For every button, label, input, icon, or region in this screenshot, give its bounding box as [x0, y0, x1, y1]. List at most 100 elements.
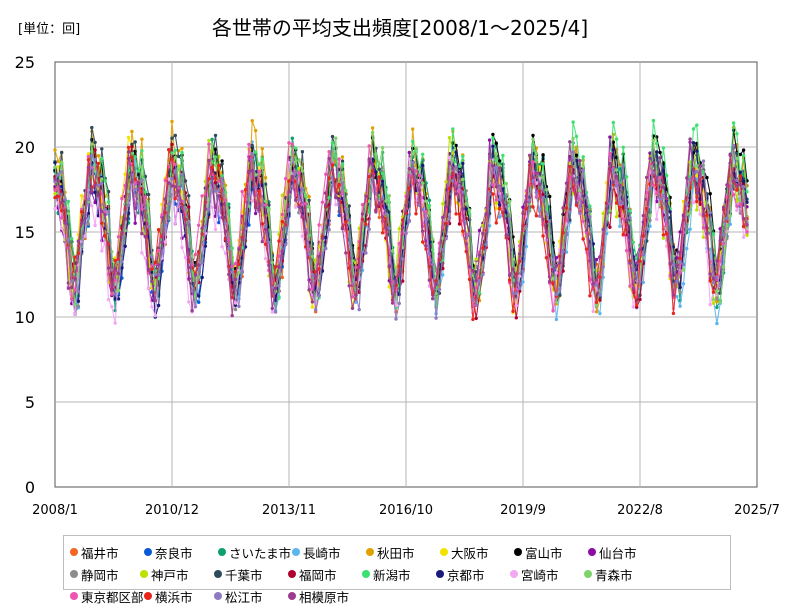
data-point	[598, 311, 602, 316]
data-point	[541, 217, 545, 221]
data-point	[257, 169, 261, 174]
data-point	[177, 154, 181, 159]
data-point	[76, 299, 81, 303]
data-point	[658, 150, 662, 155]
data-point	[497, 159, 502, 163]
data-point	[504, 204, 508, 209]
data-point	[153, 260, 157, 264]
data-point	[90, 189, 94, 193]
data-point	[370, 130, 375, 135]
data-point	[270, 260, 274, 265]
data-point	[294, 160, 298, 164]
data-point	[53, 148, 57, 152]
data-point	[441, 273, 445, 277]
data-point	[150, 267, 154, 271]
data-point	[568, 161, 572, 166]
data-point	[491, 136, 495, 140]
data-point	[277, 284, 281, 288]
data-point	[685, 176, 689, 180]
data-point	[511, 257, 515, 262]
data-point	[695, 149, 699, 153]
data-point	[551, 267, 555, 272]
data-point	[143, 206, 147, 211]
data-point	[113, 258, 117, 263]
data-point	[327, 150, 331, 154]
data-point	[210, 137, 214, 142]
data-point	[588, 259, 592, 263]
data-point	[718, 284, 722, 288]
data-point	[140, 231, 144, 236]
data-point	[618, 201, 622, 206]
data-point	[337, 198, 341, 202]
data-point	[621, 217, 625, 221]
data-point	[695, 191, 699, 195]
legend-marker-icon	[588, 548, 596, 556]
data-point	[487, 224, 492, 228]
data-point	[554, 292, 559, 297]
data-point	[447, 186, 452, 191]
data-point	[113, 256, 117, 260]
data-point	[655, 141, 659, 146]
data-point	[574, 180, 579, 184]
data-point	[741, 235, 746, 239]
data-point	[273, 298, 278, 302]
data-point	[337, 157, 341, 161]
data-point	[126, 145, 131, 150]
data-point	[631, 268, 635, 272]
legend-item: 東京都区部	[70, 585, 144, 607]
data-point	[564, 232, 569, 237]
data-point	[103, 207, 107, 212]
data-point	[491, 132, 495, 137]
data-point	[441, 266, 445, 271]
data-point	[648, 187, 652, 191]
data-point	[541, 234, 545, 238]
data-point	[591, 282, 595, 286]
data-point	[203, 244, 208, 248]
data-point	[611, 168, 615, 172]
data-point	[564, 206, 569, 210]
data-point	[661, 236, 666, 240]
data-point	[340, 162, 345, 166]
data-point	[638, 280, 642, 284]
data-point	[591, 242, 595, 246]
data-point	[481, 272, 485, 277]
data-point	[534, 191, 539, 195]
legend-marker-icon	[214, 592, 222, 600]
data-point	[701, 226, 706, 230]
data-point	[106, 242, 111, 246]
data-point	[561, 230, 565, 235]
data-point	[183, 223, 188, 227]
data-point	[380, 215, 385, 219]
data-point	[414, 146, 418, 150]
data-point	[223, 198, 228, 202]
data-point	[53, 160, 57, 165]
data-point	[708, 192, 712, 196]
data-point	[273, 265, 278, 269]
data-point	[116, 297, 121, 301]
data-point	[635, 274, 639, 278]
legend-item: 秋田市	[366, 541, 440, 563]
data-point	[594, 310, 599, 314]
data-point	[421, 207, 425, 212]
data-point	[588, 294, 592, 298]
data-point	[273, 310, 278, 314]
data-point	[133, 221, 137, 225]
data-point	[130, 156, 134, 160]
data-point	[471, 317, 475, 322]
data-point	[63, 221, 67, 225]
data-point	[334, 202, 338, 207]
data-point	[123, 172, 127, 176]
data-point	[551, 276, 555, 281]
data-point	[110, 292, 114, 296]
data-point	[223, 229, 228, 234]
data-point	[708, 272, 712, 276]
data-point	[551, 241, 555, 245]
data-point	[126, 150, 131, 154]
data-point	[735, 208, 739, 213]
data-point	[524, 224, 528, 229]
data-point	[451, 179, 455, 183]
data-point	[70, 279, 74, 283]
data-point	[150, 255, 154, 259]
data-point	[136, 169, 141, 173]
data-point	[263, 182, 268, 186]
